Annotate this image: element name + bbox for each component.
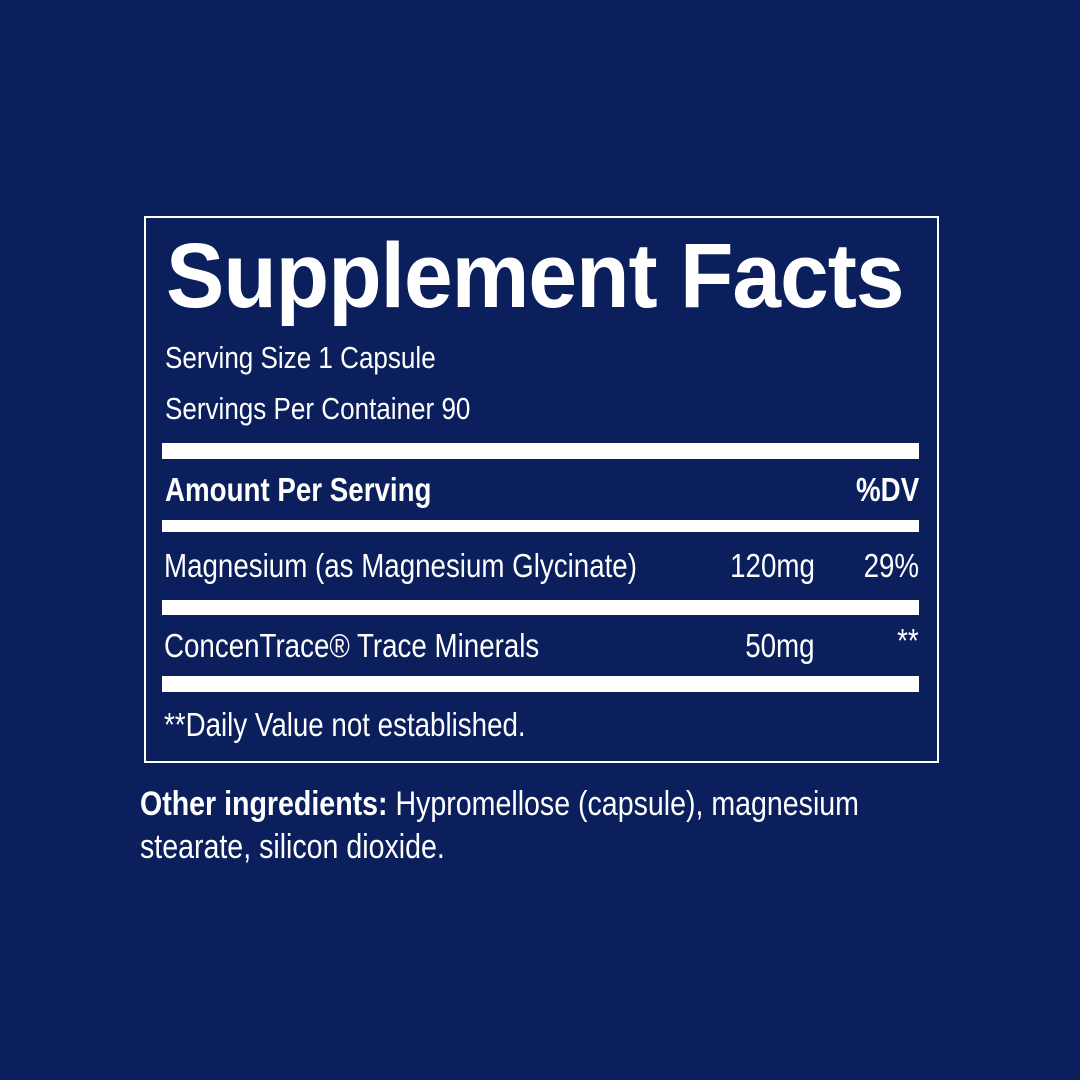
divider: [162, 520, 919, 532]
panel-title: Supplement Facts: [166, 225, 905, 327]
nutrient-name: Magnesium (as Magnesium Glycinate): [164, 547, 637, 584]
serving-size: Serving Size 1 Capsule: [165, 340, 436, 375]
other-ingredients-label: Other ingredients:: [140, 785, 388, 823]
nutrient-name: ConcenTrace® Trace Minerals: [164, 627, 540, 664]
nutrient-dv: **: [897, 622, 919, 659]
other-ingredients-line-2: stearate, silicon dioxide.: [140, 828, 445, 866]
supplement-facts-panel: [144, 216, 939, 763]
nutrient-dv: 29%: [863, 547, 919, 584]
other-ingredients-text: Hypromellose (capsule), magnesium: [387, 785, 859, 823]
nutrient-amount: 50mg: [745, 627, 815, 664]
divider-thick: [162, 676, 919, 692]
divider: [162, 600, 919, 615]
other-ingredients-line-1: Other ingredients: Hypromellose (capsule…: [140, 785, 859, 824]
nutrient-amount: 120mg: [730, 547, 815, 584]
servings-per-container: Servings Per Container 90: [165, 391, 471, 426]
amount-per-serving-header: Amount Per Serving: [165, 471, 432, 508]
divider-thick: [162, 443, 919, 459]
dv-header: %DV: [855, 471, 919, 508]
footnote: **Daily Value not established.: [164, 706, 526, 743]
